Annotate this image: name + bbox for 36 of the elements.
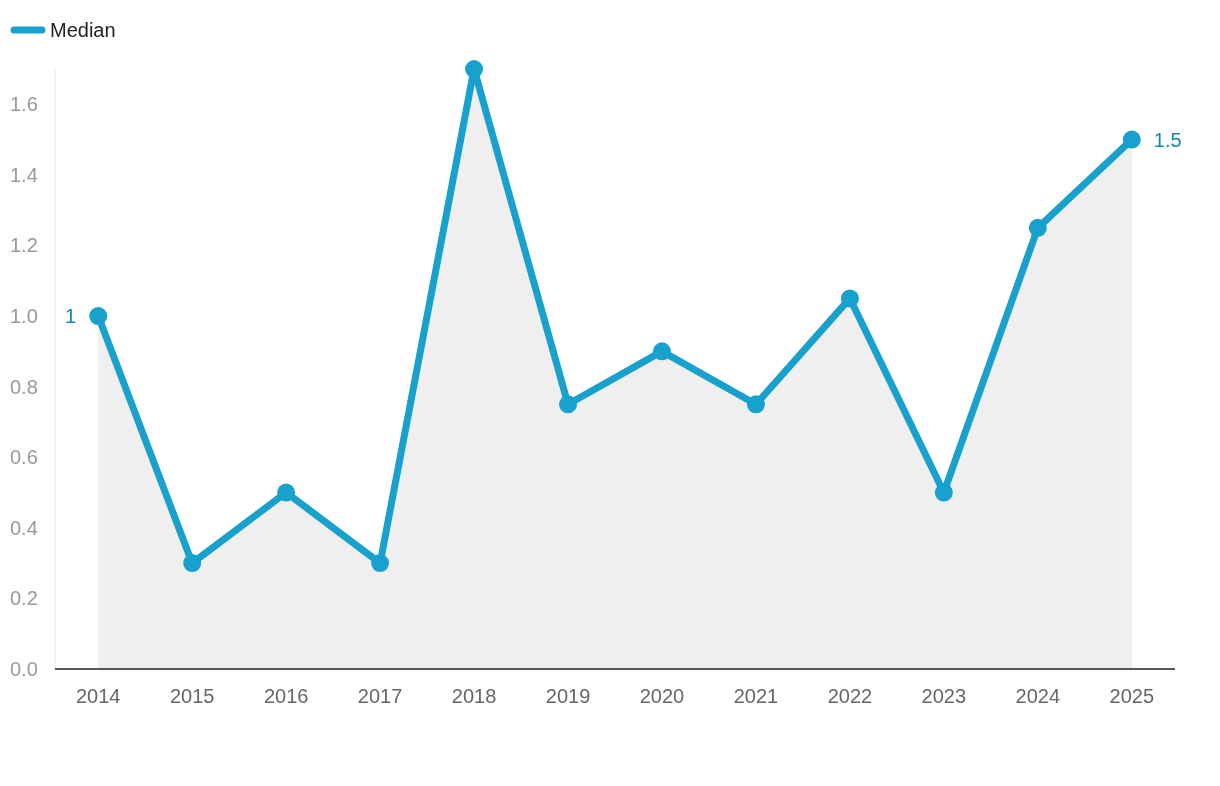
legend-label: Median [50, 19, 116, 41]
x-tick-label: 2020 [639, 685, 685, 707]
y-tick-label: 0.2 [10, 587, 38, 610]
point [934, 483, 953, 502]
point [89, 307, 108, 326]
y-tick-label: 1.4 [10, 163, 38, 186]
point [1122, 130, 1141, 149]
x-tick-label: 2016 [263, 685, 309, 707]
point [559, 395, 578, 414]
y-tick-label: 0.8 [10, 375, 38, 398]
point [1028, 218, 1047, 237]
x-tick-label: 2014 [75, 685, 121, 707]
y-tick-label: 0.0 [10, 658, 38, 680]
y-tick-label: 1.0 [10, 305, 38, 328]
x-tick-label: 2021 [733, 685, 779, 707]
x-tick-label: 2015 [169, 685, 215, 707]
y-tick-label: 0.6 [10, 446, 38, 469]
point [465, 60, 484, 78]
x-tick-label: 2018 [451, 685, 497, 707]
x-tick-label: 2017 [357, 685, 403, 707]
y-tick-label: 1.2 [10, 234, 38, 257]
point [277, 483, 296, 502]
data-label: 1 [65, 305, 77, 328]
point [746, 395, 765, 414]
data-label: 1.5 [1153, 128, 1182, 151]
x-tick-label: 2025 [1109, 685, 1155, 707]
y-tick-label: 0.4 [10, 516, 38, 539]
point [183, 554, 202, 573]
x-tick-label: 2019 [545, 685, 591, 707]
x-tick-label: 2023 [921, 685, 967, 707]
point [371, 554, 390, 573]
x-tick-label: 2024 [1015, 685, 1061, 707]
point [840, 289, 859, 308]
x-tick-label: 2022 [827, 685, 873, 707]
point [652, 342, 671, 361]
y-tick-label: 1.6 [10, 93, 38, 116]
